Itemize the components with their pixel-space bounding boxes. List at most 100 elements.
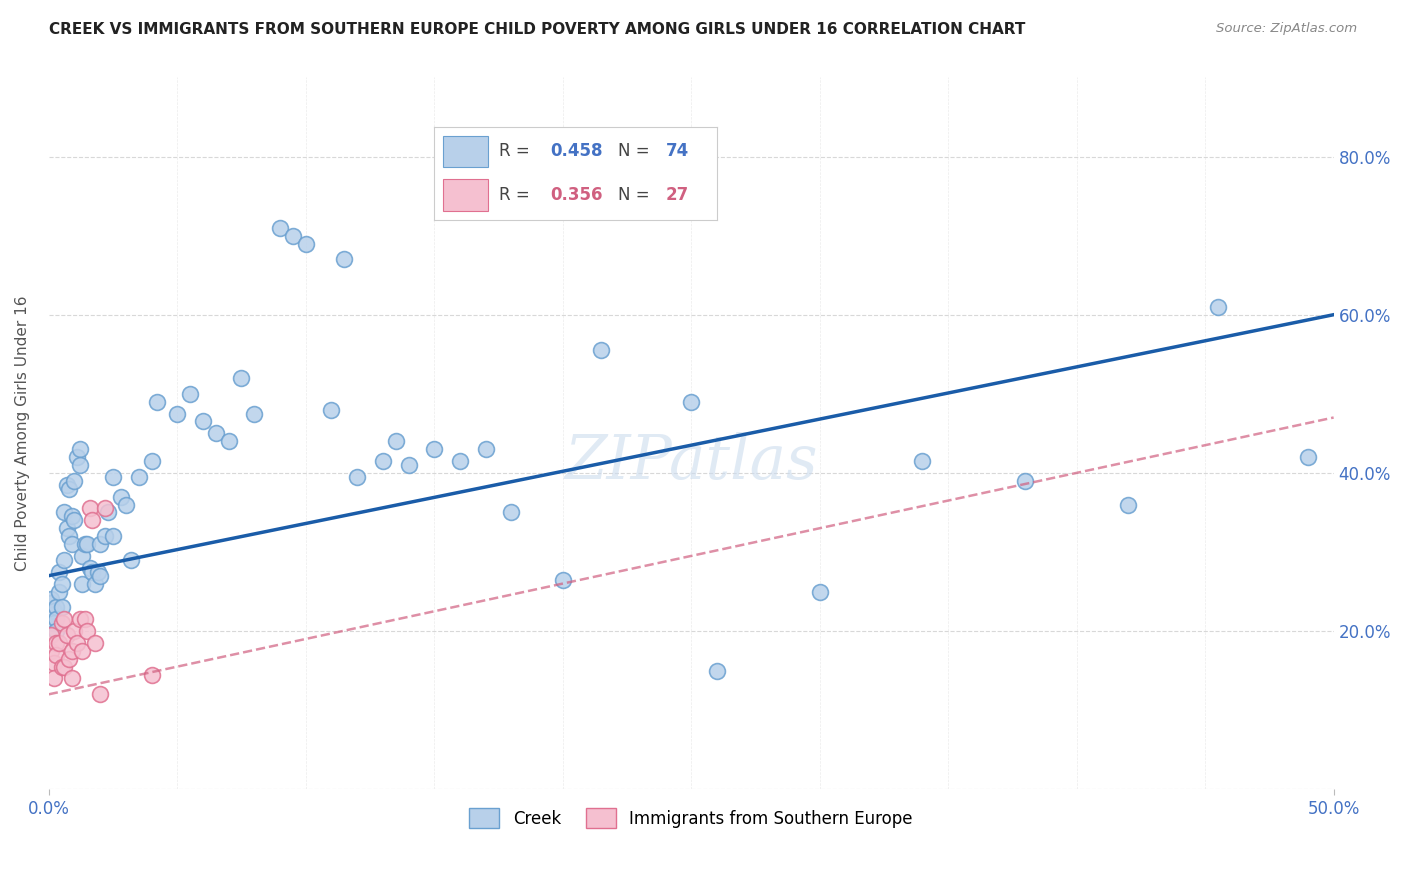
Point bbox=[45, 648, 67, 662]
Point bbox=[53, 612, 76, 626]
Point bbox=[706, 664, 728, 678]
Point bbox=[141, 454, 163, 468]
Point bbox=[371, 454, 394, 468]
Point bbox=[423, 442, 446, 457]
Point bbox=[1296, 450, 1319, 464]
Point bbox=[70, 576, 93, 591]
Bar bbox=[443, 136, 488, 167]
Point bbox=[60, 672, 83, 686]
Point bbox=[41, 628, 63, 642]
Point bbox=[321, 402, 343, 417]
Y-axis label: Child Poverty Among Girls Under 16: Child Poverty Among Girls Under 16 bbox=[15, 295, 30, 571]
Text: 0.458: 0.458 bbox=[550, 143, 603, 161]
Point bbox=[84, 576, 107, 591]
Point bbox=[120, 553, 142, 567]
Point bbox=[79, 561, 101, 575]
Point bbox=[53, 553, 76, 567]
Point bbox=[73, 537, 96, 551]
Text: R =: R = bbox=[499, 143, 536, 161]
Point bbox=[66, 636, 89, 650]
Point bbox=[55, 521, 77, 535]
Point bbox=[808, 584, 831, 599]
Point bbox=[1116, 498, 1139, 512]
Point bbox=[60, 644, 83, 658]
Text: Source: ZipAtlas.com: Source: ZipAtlas.com bbox=[1216, 22, 1357, 36]
Point bbox=[501, 505, 523, 519]
Point bbox=[70, 549, 93, 563]
Point bbox=[69, 612, 91, 626]
Point bbox=[42, 656, 65, 670]
Text: N =: N = bbox=[619, 143, 655, 161]
Point bbox=[48, 636, 70, 650]
Point bbox=[89, 687, 111, 701]
Point bbox=[63, 513, 86, 527]
Point bbox=[42, 616, 65, 631]
Point bbox=[48, 565, 70, 579]
Point bbox=[269, 220, 291, 235]
Point bbox=[294, 236, 316, 251]
Point bbox=[384, 434, 406, 449]
Point bbox=[76, 537, 98, 551]
Point bbox=[243, 407, 266, 421]
Point bbox=[42, 604, 65, 618]
Text: 0.356: 0.356 bbox=[550, 186, 603, 203]
Point bbox=[60, 509, 83, 524]
Point bbox=[66, 450, 89, 464]
Point bbox=[89, 568, 111, 582]
Text: 74: 74 bbox=[666, 143, 689, 161]
Point bbox=[82, 565, 104, 579]
Point bbox=[42, 672, 65, 686]
Point bbox=[51, 616, 73, 631]
Point bbox=[101, 470, 124, 484]
Point bbox=[333, 252, 356, 267]
Point bbox=[63, 474, 86, 488]
Point bbox=[166, 407, 188, 421]
Point bbox=[51, 576, 73, 591]
Point bbox=[179, 386, 201, 401]
Point bbox=[41, 596, 63, 610]
Point bbox=[84, 636, 107, 650]
Point bbox=[141, 667, 163, 681]
Point bbox=[53, 505, 76, 519]
Point bbox=[82, 513, 104, 527]
Point bbox=[76, 624, 98, 638]
Point bbox=[51, 659, 73, 673]
Point bbox=[45, 624, 67, 638]
Point bbox=[449, 454, 471, 468]
Legend: Creek, Immigrants from Southern Europe: Creek, Immigrants from Southern Europe bbox=[463, 802, 920, 834]
Point bbox=[58, 529, 80, 543]
Point bbox=[45, 600, 67, 615]
Point bbox=[231, 371, 253, 385]
Point bbox=[58, 651, 80, 665]
Point bbox=[281, 228, 304, 243]
Point bbox=[45, 612, 67, 626]
Point bbox=[89, 537, 111, 551]
Text: 27: 27 bbox=[666, 186, 689, 203]
Point bbox=[591, 343, 613, 358]
Text: R =: R = bbox=[499, 186, 536, 203]
Point bbox=[73, 612, 96, 626]
Point bbox=[60, 537, 83, 551]
Point bbox=[128, 470, 150, 484]
Point bbox=[398, 458, 420, 472]
Point bbox=[69, 442, 91, 457]
Point bbox=[55, 628, 77, 642]
Point bbox=[97, 505, 120, 519]
Text: N =: N = bbox=[619, 186, 655, 203]
Point bbox=[115, 498, 138, 512]
Point bbox=[86, 565, 108, 579]
Point bbox=[551, 573, 574, 587]
Point bbox=[94, 501, 117, 516]
Point bbox=[474, 442, 496, 457]
Point bbox=[191, 414, 214, 428]
Point bbox=[63, 624, 86, 638]
Bar bbox=[443, 179, 488, 211]
Point bbox=[55, 477, 77, 491]
Point bbox=[41, 644, 63, 658]
Point bbox=[51, 600, 73, 615]
Point bbox=[45, 636, 67, 650]
Point bbox=[94, 529, 117, 543]
Point bbox=[911, 454, 934, 468]
Point bbox=[101, 529, 124, 543]
Point bbox=[41, 592, 63, 607]
